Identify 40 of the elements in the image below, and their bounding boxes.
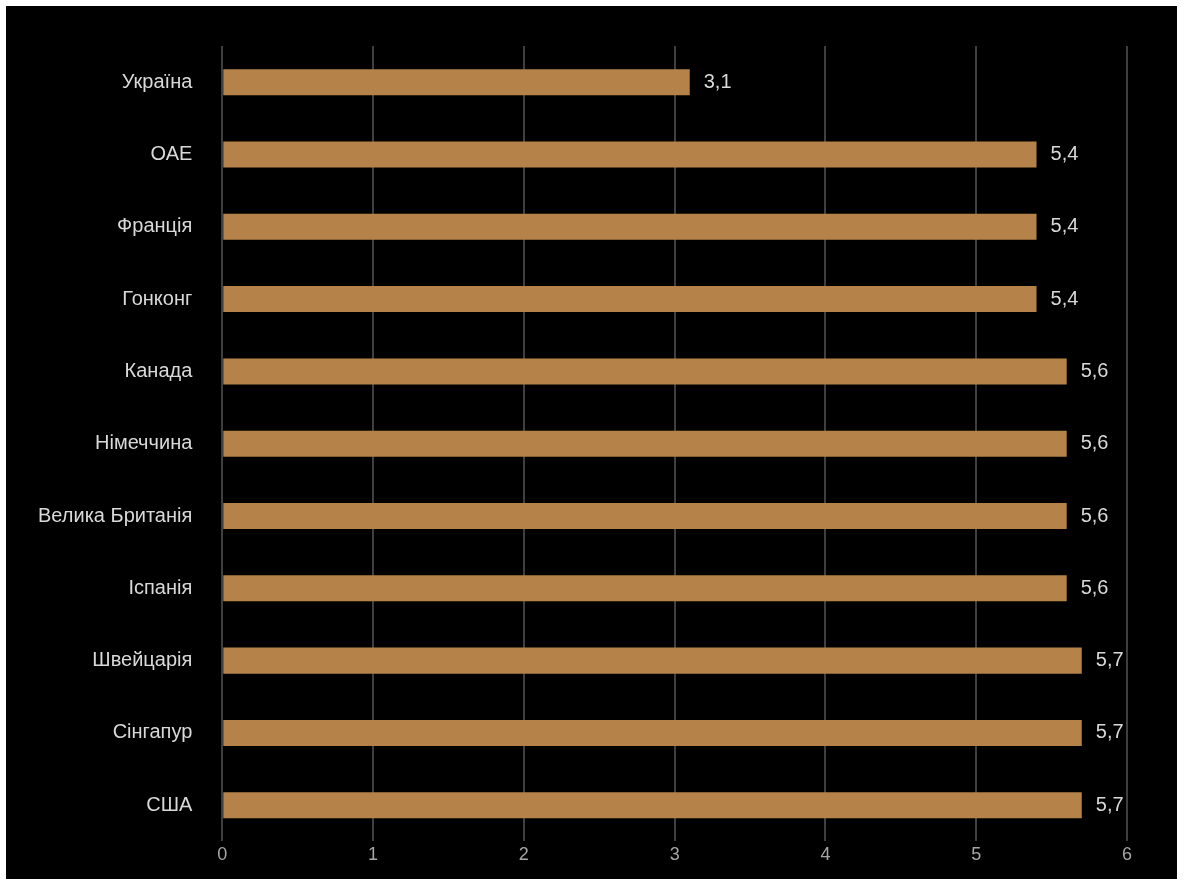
bar bbox=[223, 647, 1082, 674]
x-tick-label: 2 bbox=[518, 844, 529, 865]
y-tick-label: Німеччина bbox=[95, 431, 194, 454]
bar bbox=[223, 358, 1067, 385]
data-label: 5,4 bbox=[1050, 214, 1079, 237]
bar bbox=[223, 719, 1082, 746]
data-label: 5,7 bbox=[1095, 720, 1124, 743]
bar bbox=[223, 213, 1037, 240]
bar bbox=[223, 141, 1037, 168]
y-tick-label: Іспанія bbox=[128, 575, 193, 598]
y-tick-label: Канада bbox=[124, 358, 194, 381]
data-label: 5,6 bbox=[1080, 575, 1109, 598]
data-label: 5,6 bbox=[1080, 358, 1109, 381]
data-label: 5,4 bbox=[1050, 141, 1079, 164]
data-label: 5,7 bbox=[1095, 648, 1124, 671]
bar bbox=[223, 575, 1067, 602]
x-tick-label: 1 bbox=[368, 844, 379, 865]
data-label: 5,4 bbox=[1050, 286, 1079, 309]
y-tick-label: Гонконг bbox=[122, 286, 193, 309]
data-label: 5,6 bbox=[1080, 431, 1109, 454]
x-tick-label: 6 bbox=[1121, 844, 1133, 865]
y-tick-label: Франція bbox=[117, 214, 193, 237]
x-tick-label: 3 bbox=[669, 844, 680, 865]
bar bbox=[223, 430, 1067, 457]
bar bbox=[223, 792, 1082, 819]
data-label: 5,7 bbox=[1095, 792, 1124, 815]
y-tick-label: США bbox=[146, 792, 193, 815]
x-tick-label: 0 bbox=[217, 844, 228, 865]
y-tick-label: Україна bbox=[121, 69, 194, 92]
data-label: 3,1 bbox=[703, 69, 732, 92]
data-label: 5,6 bbox=[1080, 503, 1109, 526]
bar bbox=[223, 502, 1067, 530]
y-tick-label: Велика Британія bbox=[37, 503, 193, 526]
y-tick-label: Сінгапур bbox=[112, 720, 193, 743]
y-tick-label: ОАЕ bbox=[150, 141, 193, 164]
x-tick-label: 4 bbox=[820, 844, 831, 865]
bar bbox=[223, 69, 690, 96]
bar bbox=[223, 286, 1037, 313]
y-tick-label: Швейцарія bbox=[92, 648, 193, 671]
x-tick-label: 5 bbox=[971, 844, 982, 865]
